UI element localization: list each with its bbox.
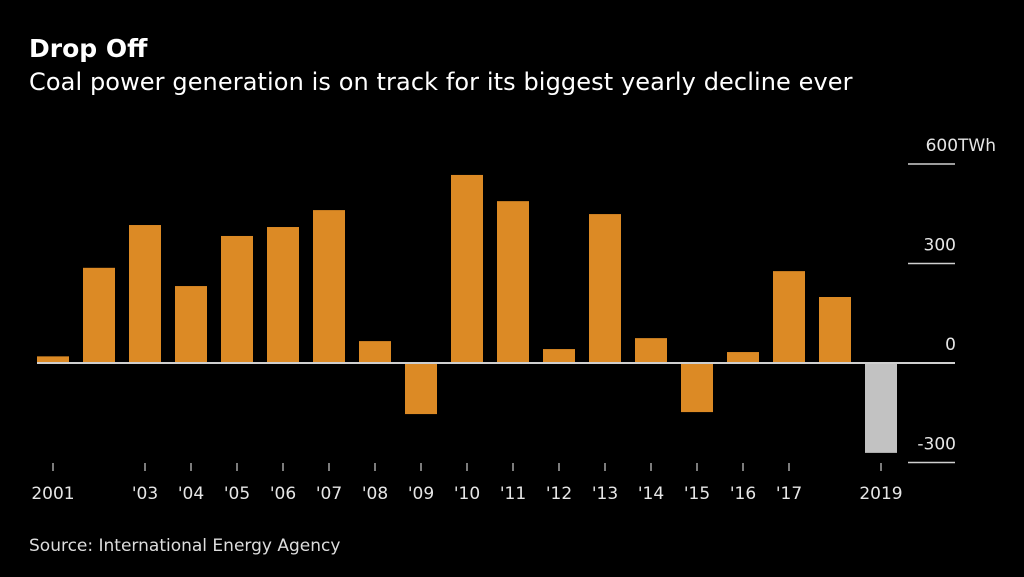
- y-tick-label: -300: [917, 435, 956, 455]
- bar-2015: [681, 363, 713, 413]
- bar-2001: [37, 356, 69, 363]
- bar-2012: [543, 349, 575, 363]
- bar-2016: [727, 352, 759, 363]
- bar-2005: [221, 235, 253, 363]
- x-tick-label: '16: [730, 484, 756, 504]
- x-tick-label: '05: [224, 484, 250, 504]
- x-tick-label: '03: [132, 484, 158, 504]
- x-tick-label: '12: [546, 484, 572, 504]
- bar-2018: [819, 296, 851, 363]
- bar-2014: [635, 338, 667, 363]
- x-tick-label: '13: [592, 484, 618, 504]
- bar-2004: [175, 286, 207, 363]
- x-tick-label: '10: [454, 484, 480, 504]
- bar-2019: [865, 363, 897, 453]
- bar-2017: [773, 271, 805, 363]
- bar-2008: [359, 341, 391, 363]
- x-tick-label: '06: [270, 484, 296, 504]
- y-tick-label: 600TWh: [926, 136, 996, 156]
- x-tick-label: '09: [408, 484, 434, 504]
- bar-2003: [129, 225, 161, 363]
- bars-group: [37, 174, 897, 453]
- chart-title: Drop Off: [29, 34, 148, 63]
- source-note: Source: International Energy Agency: [29, 536, 341, 556]
- bar-2002: [83, 267, 115, 363]
- x-tick-label: '17: [776, 484, 802, 504]
- x-tick-label: 2019: [859, 484, 902, 504]
- x-tick-label: '14: [638, 484, 664, 504]
- x-tick-label: '08: [362, 484, 388, 504]
- bar-2007: [313, 210, 345, 363]
- y-tick-label: 0: [945, 335, 956, 355]
- x-tick-label: '04: [178, 484, 204, 504]
- bar-2006: [267, 227, 299, 363]
- y-axis: 600TWh 300 0 -300: [37, 136, 996, 464]
- bar-2013: [589, 214, 621, 363]
- bar-2011: [497, 201, 529, 363]
- x-tick-label: '11: [500, 484, 526, 504]
- bar-2010: [451, 174, 483, 363]
- x-tick-label: '15: [684, 484, 710, 504]
- bar-2009: [405, 363, 437, 415]
- x-tick-label: '07: [316, 484, 342, 504]
- x-axis: 2001 '03 '04 '05 '06 '07 '08 '09 '10 '11 '12 '13 '14…: [31, 463, 903, 504]
- y-tick-label: 300: [924, 236, 956, 256]
- chart-subtitle: Coal power generation is on track for it…: [29, 68, 853, 96]
- x-tick-label: 2001: [31, 484, 74, 504]
